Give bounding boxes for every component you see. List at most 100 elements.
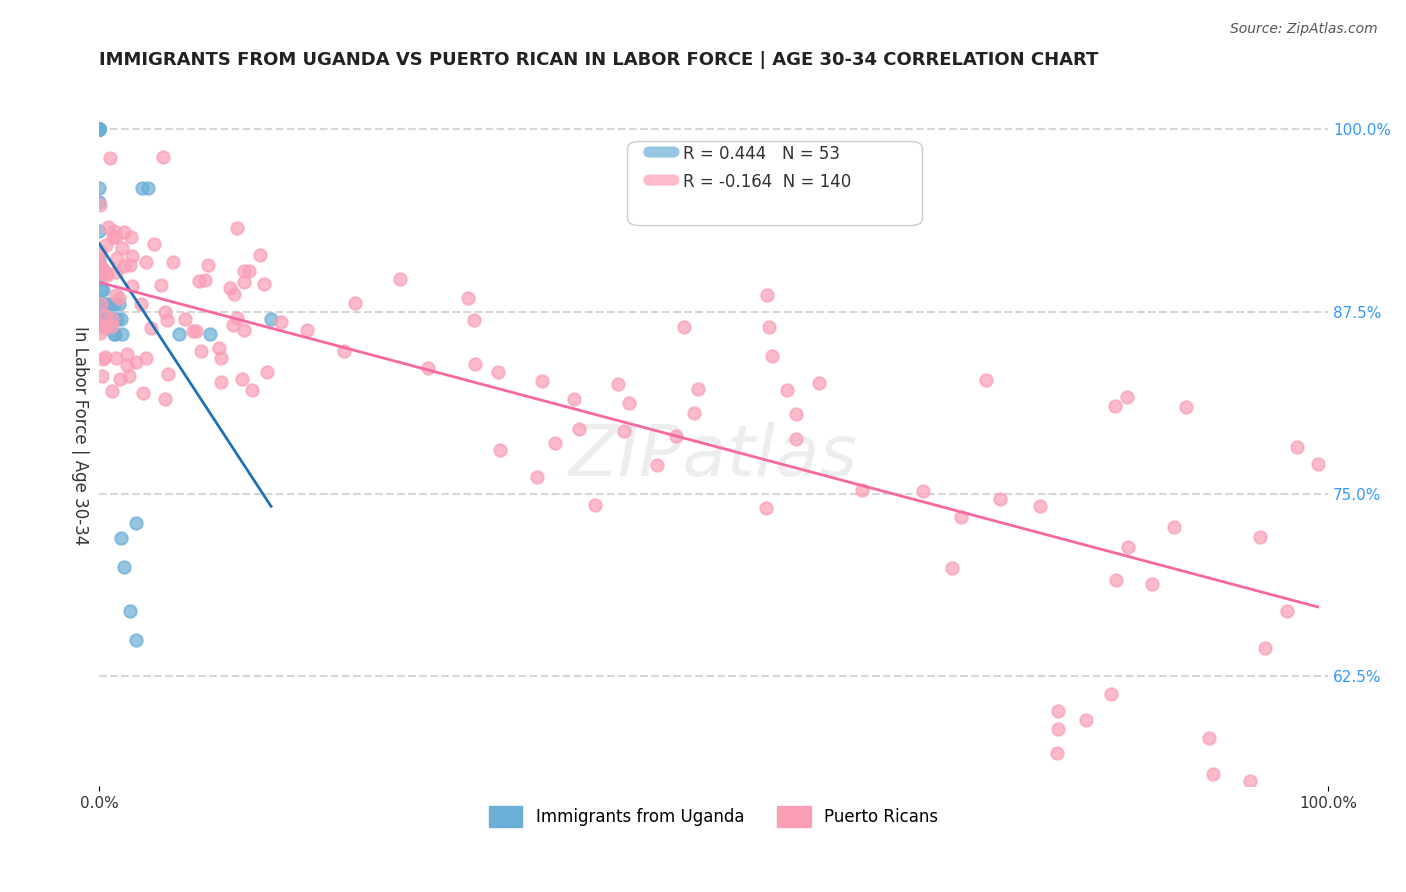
Point <box>197 258 219 272</box>
Point <box>686 382 709 396</box>
Point <box>135 255 157 269</box>
Point <box>87 122 110 136</box>
Point <box>240 383 263 397</box>
Point <box>209 375 232 389</box>
Point <box>156 312 179 326</box>
Point <box>103 224 125 238</box>
Point <box>181 324 204 338</box>
Point <box>90 312 112 326</box>
Point <box>110 372 132 386</box>
Legend: Immigrants from Uganda, Puerto Ricans: Immigrants from Uganda, Puerto Ricans <box>482 800 945 833</box>
Point <box>136 180 159 194</box>
Point <box>97 312 120 326</box>
Point <box>139 321 162 335</box>
Point <box>96 268 118 283</box>
Point <box>90 283 112 297</box>
Point <box>785 407 807 421</box>
Text: Source: ZipAtlas.com: Source: ZipAtlas.com <box>1230 22 1378 37</box>
Point <box>104 264 127 278</box>
Point <box>87 122 110 136</box>
Point <box>105 252 128 266</box>
Point <box>785 432 807 446</box>
Point <box>93 297 115 311</box>
Point <box>249 248 271 262</box>
Point <box>105 287 128 301</box>
Text: ZIPatlas: ZIPatlas <box>569 422 858 491</box>
Point <box>90 319 112 334</box>
Point <box>1198 731 1220 745</box>
Point <box>87 122 110 136</box>
Point <box>1046 747 1069 761</box>
Point <box>87 122 110 136</box>
Point <box>544 436 567 450</box>
Point <box>87 122 110 136</box>
Point <box>1174 400 1197 414</box>
Point <box>950 510 973 524</box>
Point <box>1116 540 1139 554</box>
Point <box>186 324 208 338</box>
Point <box>162 254 184 268</box>
Point <box>101 384 124 398</box>
Point <box>91 351 114 366</box>
Point <box>295 323 318 337</box>
Point <box>90 297 112 311</box>
Point <box>96 237 118 252</box>
Point <box>157 367 180 381</box>
Point <box>87 122 110 136</box>
Point <box>87 122 110 136</box>
Point <box>98 297 121 311</box>
Point <box>94 319 117 334</box>
Point <box>89 326 111 341</box>
Point <box>103 326 125 341</box>
Point <box>1046 723 1069 737</box>
Point <box>89 244 111 258</box>
Point <box>104 351 127 366</box>
Point <box>260 312 283 326</box>
Point <box>87 122 110 136</box>
Point <box>1250 530 1272 544</box>
Point <box>233 322 256 336</box>
Point <box>613 424 636 438</box>
Point <box>89 198 111 212</box>
Point <box>118 604 141 618</box>
Point <box>672 320 695 334</box>
Point <box>807 376 830 391</box>
Point <box>101 230 124 244</box>
Point <box>173 311 195 326</box>
Point <box>207 341 229 355</box>
Point <box>1254 640 1277 655</box>
Point <box>974 373 997 387</box>
Point <box>87 224 110 238</box>
Point <box>112 560 135 574</box>
Point <box>464 357 486 371</box>
Point <box>94 350 117 364</box>
Point <box>1285 441 1308 455</box>
Point <box>1275 604 1298 618</box>
Point <box>911 483 934 498</box>
Point <box>583 499 606 513</box>
Point <box>98 312 121 326</box>
Point <box>225 221 247 235</box>
Point <box>112 260 135 274</box>
Point <box>89 268 111 282</box>
Point <box>1163 520 1185 534</box>
Point <box>89 246 111 260</box>
Point <box>87 122 110 136</box>
Point <box>755 501 778 516</box>
Point <box>562 392 585 406</box>
Point <box>96 297 118 311</box>
Point <box>645 458 668 472</box>
Point <box>91 297 114 311</box>
Point <box>167 326 190 341</box>
Point <box>418 361 440 376</box>
Point <box>851 483 873 497</box>
Point <box>231 372 253 386</box>
Point <box>98 151 121 165</box>
Point <box>1142 577 1164 591</box>
Point <box>343 296 366 310</box>
Point <box>125 632 148 647</box>
Point <box>209 351 232 365</box>
Point <box>489 442 512 457</box>
Point <box>104 229 127 244</box>
Point <box>91 267 114 281</box>
